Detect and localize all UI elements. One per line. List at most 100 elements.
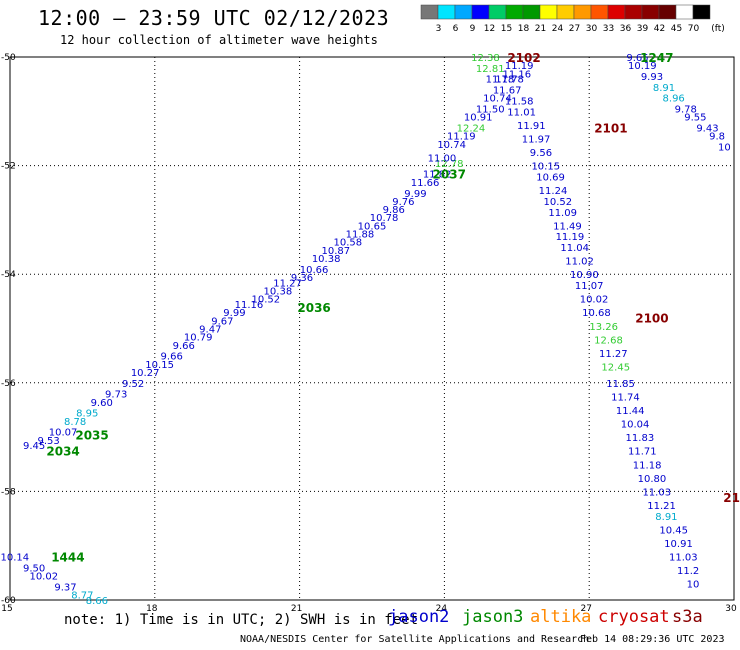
swh-value: 10 [687,580,700,591]
colorbar-swatch [590,4,609,20]
swh-value: 10.27 [131,368,160,379]
swh-value: 9.8 [709,132,725,143]
swh-value: 10.02 [580,295,609,306]
colorbar-tick-label: 24 [552,24,564,34]
swh-value: 11.97 [522,134,551,145]
swh-value: 11.74 [611,392,640,403]
swh-value: 10.15 [531,162,560,173]
swh-value: 11.04 [560,243,589,254]
colorbar-swatch [573,4,592,20]
swh-value: 9.52 [122,379,144,390]
colorbar-swatch [658,4,677,20]
x-tick-label: 15 [1,604,12,614]
swh-value: 9.43 [696,124,718,135]
swh-value: 8.91 [653,83,675,94]
swh-value: 12.81 [476,64,505,75]
swh-value: 10.04 [621,420,650,431]
colorbar-swatch [675,4,694,20]
x-tick-label: 24 [436,604,448,614]
y-tick-label: -52 [1,162,16,172]
page-subtitle: 12 hour collection of altimeter wave hei… [60,33,378,47]
swh-value: 9.78 [675,105,697,116]
swh-value: 11.16 [502,69,531,80]
axis-ticks: 15 18 21 24 27 30 -50 -52 -54 -56 -58 -60 [1,53,737,614]
swh-value: 11.27 [273,278,302,289]
generated-timestamp: Feb 14 08:29:36 UTC 2023 [580,634,725,645]
swh-value: 10.78 [370,213,399,224]
swh-value: 9.99 [404,189,426,200]
swh-value: 10.15 [145,360,174,371]
pass-time-label: 2035 [75,428,108,442]
x-tick-label: 18 [146,604,158,614]
colorbar-swatch [471,4,490,20]
colorbar-swatch [420,4,439,20]
swh-value: 11.09 [548,208,577,219]
swh-value: 10.66 [300,265,329,276]
swh-value: 10.80 [638,474,667,485]
swh-value: 10.91 [664,539,693,550]
swh-value: 11.85 [606,379,635,390]
pass-time-label: 1444 [51,551,84,565]
swh-value: 11.16 [235,300,264,311]
colorbar-swatch [437,4,456,20]
map-frame [9,56,735,601]
y-tick-label: -54 [1,270,16,280]
satellite-altika: altika [530,607,592,627]
swh-value: 11.71 [628,447,657,458]
satellite-jason3: jason3 [462,607,524,627]
colorbar-unit: (ft) [711,24,725,34]
color-legend: 3 6 9 12 15 18 21 24 27 30 33 36 39 42 45 70 (ft) [420,4,725,34]
swh-value: 10.52 [251,295,280,306]
pass-time-label: 2036 [297,301,330,315]
colorbar-tick-label: 45 [671,24,682,34]
swh-value: 10.52 [544,197,573,208]
swh-value: 9.99 [223,308,245,319]
swh-value: 8.78 [64,417,86,428]
swh-value: 10.02 [29,572,58,583]
swh-value: 11.82 [423,170,452,181]
swh-value: 10.65 [358,221,387,232]
pass-time-label: 2100 [635,312,668,326]
colorbar-swatch [522,4,541,20]
y-tick-label: -50 [1,53,16,63]
colorbar-tick-label: 12 [484,24,495,34]
swh-value: 11.2 [677,566,699,577]
colorbar-swatch [692,4,711,20]
x-tick-label: 27 [580,604,591,614]
y-tick-label: -60 [1,596,16,606]
swh-value: 11.03 [669,553,698,564]
swh-value: 9.36 [291,273,313,284]
colorbar-tick-label: 21 [535,24,546,34]
swh-value: 9.73 [105,390,127,401]
swh-value: 11.58 [505,96,534,107]
pass-time-label: 2037 [433,168,466,182]
swh-value: 10.74 [437,140,466,151]
swh-value: 8.96 [663,94,685,105]
colorbar-swatch [641,4,660,20]
pass-time-label: 21 [723,491,740,505]
swh-value: 12.24 [457,124,486,135]
credit-line: NOAA/NESDIS Center for Satellite Applica… [240,634,590,645]
swh-value: 9.45 [23,441,45,452]
swh-value: 11.83 [626,433,655,444]
swh-value: 12.68 [594,335,623,346]
swh-value: 10.87 [321,246,350,257]
swh-value: 11.78 [486,75,515,86]
colorbar-tick-label: 39 [637,24,649,34]
swh-value: 11.49 [553,221,582,232]
colorbar-tick-label: 15 [501,24,512,34]
swh-value: 11.88 [346,229,375,240]
swh-value: 9.66 [173,341,195,352]
pass-time-label: 1247 [640,51,673,65]
footer-note: note: 1) Time is in UTC; 2) SWH is in fe… [64,612,419,628]
swh-value: 11.19 [447,132,476,143]
colorbar-tick-label: 70 [688,24,700,34]
swh-value: 11.00 [428,153,457,164]
swh-value: 11.19 [505,61,534,72]
swh-value: 10.38 [312,254,341,265]
pass-time-label: 2034 [46,445,79,459]
swh-value: 10.68 [582,308,611,319]
swh-value: 12.78 [435,159,464,170]
swh-value: 9.93 [641,72,663,83]
